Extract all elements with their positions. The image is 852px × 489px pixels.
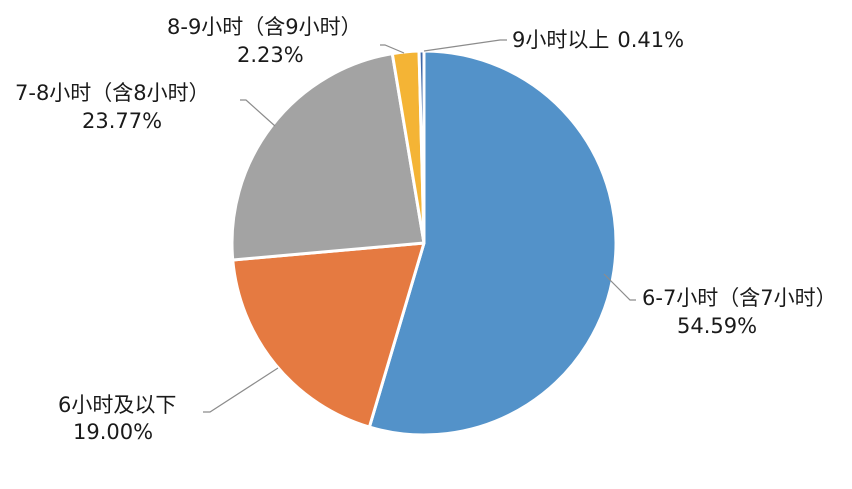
slice-label-6-7h-value: 54.59%: [677, 314, 757, 338]
slice-label-6-7h-name: 6-7小时（含7小时）: [642, 286, 837, 310]
slice-label-8-9h-value: 2.23%: [237, 43, 304, 67]
leader-line-8-9h: [380, 44, 405, 54]
slice-label-6h-below-name: 6小时及以下: [58, 393, 176, 417]
slice-9h-above: [417, 49, 426, 245]
leader-line-6-7h: [603, 273, 636, 301]
slice-label-9h-above-name: 9小时以上: [512, 28, 609, 52]
leader-lines: [203, 39, 636, 413]
slice-label-9h-above: 9小时以上 0.41%: [512, 28, 684, 52]
leader-line-7-8h: [240, 99, 276, 127]
slice-label-6h-below-value: 19.00%: [73, 420, 153, 444]
slice-7-8h: [230, 52, 426, 262]
slice-6-7h: [367, 49, 618, 437]
slice-6h-below: [231, 241, 426, 429]
slice-label-7-8h-value: 23.77%: [82, 109, 162, 133]
slice-label-9h-above-value: 0.41%: [617, 28, 684, 52]
slice-label-7-8h-name: 7-8小时（含8小时）: [15, 81, 210, 105]
pie-slices: [230, 49, 618, 437]
leader-line-6h-below: [203, 367, 279, 413]
leader-line-9h-above: [423, 39, 507, 52]
slice-label-8-9h-name: 8-9小时（含9小时）: [167, 15, 362, 39]
slice-labels: 6-7小时（含7小时） 54.59% 6小时及以下 19.00% 7-8小时（含…: [15, 15, 837, 444]
